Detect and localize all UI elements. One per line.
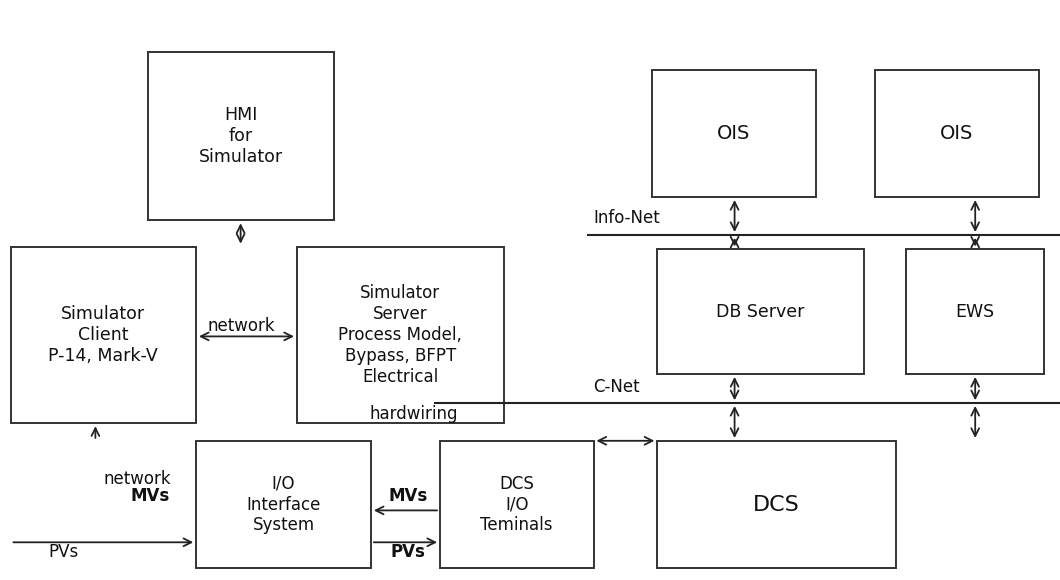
Text: OIS: OIS bbox=[940, 124, 973, 143]
Bar bbox=[11, 246, 196, 423]
Text: hardwiring: hardwiring bbox=[369, 405, 458, 423]
Text: MVs: MVs bbox=[388, 487, 428, 505]
Text: network: network bbox=[104, 469, 172, 488]
Text: EWS: EWS bbox=[956, 303, 994, 321]
Bar bbox=[906, 249, 1044, 374]
Text: PVs: PVs bbox=[391, 543, 425, 561]
Text: MVs: MVs bbox=[130, 487, 171, 505]
Text: DCS
I/O
Teminals: DCS I/O Teminals bbox=[480, 475, 553, 534]
Text: DCS: DCS bbox=[753, 495, 800, 514]
Text: network: network bbox=[208, 317, 276, 335]
Text: OIS: OIS bbox=[718, 124, 750, 143]
Text: Simulator
Client
P-14, Mark-V: Simulator Client P-14, Mark-V bbox=[49, 305, 158, 365]
Bar bbox=[440, 441, 594, 568]
Text: Info-Net: Info-Net bbox=[594, 209, 660, 227]
Bar bbox=[657, 441, 896, 568]
Text: DB Server: DB Server bbox=[717, 303, 805, 321]
Text: C-Net: C-Net bbox=[594, 378, 640, 396]
Text: PVs: PVs bbox=[49, 543, 78, 561]
Bar bbox=[196, 441, 371, 568]
Bar bbox=[874, 70, 1039, 197]
Text: HMI
for
Simulator: HMI for Simulator bbox=[199, 107, 283, 166]
Text: Simulator
Server
Process Model,
Bypass, BFPT
Electrical: Simulator Server Process Model, Bypass, … bbox=[338, 284, 462, 386]
Bar bbox=[148, 52, 334, 220]
Bar bbox=[657, 249, 864, 374]
Text: I/O
Interface
System: I/O Interface System bbox=[246, 475, 321, 534]
Bar bbox=[652, 70, 816, 197]
Bar bbox=[297, 246, 504, 423]
